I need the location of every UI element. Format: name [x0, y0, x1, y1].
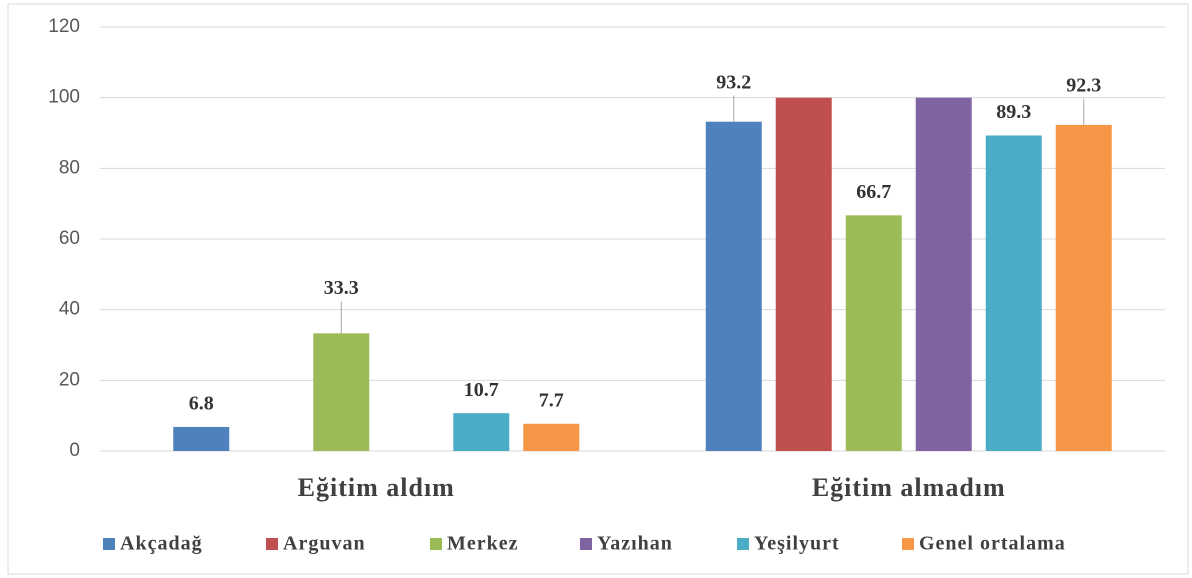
data-label: 93.2 — [716, 71, 751, 93]
legend-swatch — [580, 538, 592, 550]
bar — [173, 426, 230, 451]
y-tick-label: 40 — [59, 299, 80, 320]
y-tick-label: 100 — [48, 87, 80, 108]
legend-swatch — [902, 538, 914, 550]
bar — [523, 423, 580, 451]
bar — [313, 333, 370, 451]
legend-swatch — [266, 538, 278, 550]
bar — [915, 97, 972, 452]
y-tick-label: 20 — [59, 369, 80, 390]
legend-swatch — [737, 538, 749, 550]
legend-swatch — [103, 538, 115, 550]
legend-label: Akçadağ — [120, 533, 203, 555]
data-label: 10.7 — [464, 379, 499, 401]
legend-label: Merkez — [447, 533, 519, 555]
legend-label: Yazıhan — [597, 533, 673, 555]
data-label: 66.7 — [856, 181, 891, 203]
x-tick-label: Eğitim almadım — [812, 473, 1006, 502]
legend-swatch — [430, 538, 442, 550]
bar — [705, 121, 762, 452]
y-tick-label: 60 — [59, 228, 80, 249]
y-tick-label: 80 — [59, 157, 80, 178]
data-label: 89.3 — [996, 101, 1031, 123]
data-label: 7.7 — [539, 389, 564, 411]
bar — [775, 97, 832, 452]
bar — [985, 135, 1042, 451]
data-label: 92.3 — [1066, 74, 1101, 96]
bar — [453, 413, 510, 451]
legend-label: Yeşilyurt — [754, 533, 840, 555]
y-tick-label: 0 — [69, 440, 80, 461]
legend-label: Arguvan — [283, 533, 366, 555]
legend-label: Genel ortalama — [919, 533, 1066, 555]
data-label: 33.3 — [324, 277, 359, 299]
y-tick-label: 120 — [48, 16, 80, 37]
x-tick-label: Eğitim aldım — [298, 473, 455, 502]
data-label: 6.8 — [189, 393, 214, 415]
bar — [845, 215, 902, 451]
bar — [1055, 124, 1112, 451]
